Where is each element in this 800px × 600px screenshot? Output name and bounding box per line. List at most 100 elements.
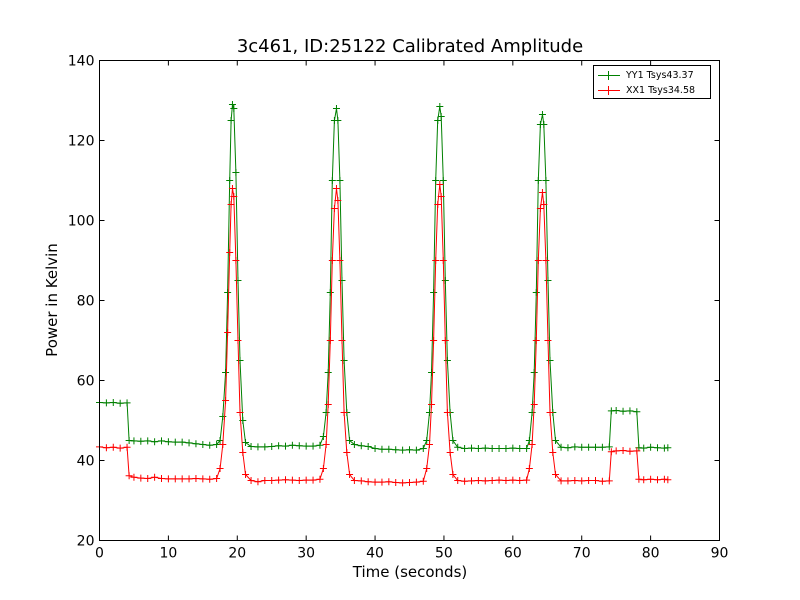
x-tick-label: 90 bbox=[711, 546, 729, 562]
data-point-yy1 bbox=[546, 357, 554, 364]
chart-legend: YY1 Tsys43.37 XX1 Tsys34.58 bbox=[593, 65, 711, 99]
data-point-yy1 bbox=[578, 443, 586, 451]
data-point-xx1 bbox=[552, 471, 560, 478]
data-point-xx1 bbox=[540, 201, 548, 208]
data-point-xx1 bbox=[502, 477, 510, 484]
data-point-xx1 bbox=[441, 337, 449, 344]
data-point-xx1 bbox=[534, 257, 542, 264]
data-point-yy1 bbox=[423, 437, 431, 444]
data-point-yy1 bbox=[633, 408, 641, 416]
data-point-yy1 bbox=[334, 117, 342, 124]
data-point-xx1 bbox=[350, 477, 358, 484]
data-point-xx1 bbox=[288, 476, 296, 484]
data-point-xx1 bbox=[571, 477, 579, 484]
x-tick-label: 40 bbox=[366, 546, 384, 562]
data-point-xx1 bbox=[578, 477, 586, 485]
data-point-yy1 bbox=[192, 440, 200, 448]
data-point-xx1 bbox=[423, 465, 431, 472]
data-point-yy1 bbox=[295, 442, 303, 450]
data-point-xx1 bbox=[612, 447, 620, 455]
data-point-yy1 bbox=[332, 105, 340, 112]
data-point-yy1 bbox=[509, 444, 517, 452]
data-point-xx1 bbox=[151, 473, 159, 481]
data-point-xx1 bbox=[557, 477, 565, 485]
data-point-xx1 bbox=[434, 201, 442, 208]
data-point-yy1 bbox=[216, 437, 224, 444]
data-point-yy1 bbox=[309, 442, 317, 450]
data-point-xx1 bbox=[261, 477, 269, 484]
data-point-xx1 bbox=[605, 477, 613, 485]
data-point-yy1 bbox=[171, 438, 179, 446]
data-point-xx1 bbox=[392, 479, 400, 486]
data-point-xx1 bbox=[332, 185, 340, 192]
chart-title: 3c461, ID:25122 Calibrated Amplitude bbox=[237, 36, 583, 57]
data-point-xx1 bbox=[509, 476, 517, 484]
data-point-yy1 bbox=[454, 443, 462, 451]
data-point-xx1 bbox=[343, 449, 351, 456]
x-tick-label: 10 bbox=[159, 546, 177, 562]
data-point-xx1 bbox=[199, 475, 207, 483]
data-point-xx1 bbox=[336, 257, 344, 264]
data-point-yy1 bbox=[261, 443, 269, 451]
data-point-xx1 bbox=[144, 475, 152, 482]
data-point-xx1 bbox=[319, 465, 327, 472]
data-point-yy1 bbox=[102, 399, 110, 407]
y-tick-label: 20 bbox=[77, 534, 95, 550]
data-point-yy1 bbox=[488, 445, 496, 452]
data-point-xx1 bbox=[242, 471, 250, 478]
data-point-yy1 bbox=[495, 445, 503, 452]
data-point-xx1 bbox=[116, 444, 124, 452]
data-point-xx1 bbox=[364, 478, 372, 486]
x-tick-label: 50 bbox=[435, 546, 453, 562]
data-point-yy1 bbox=[516, 445, 524, 452]
data-point-yy1 bbox=[350, 441, 358, 448]
data-point-yy1 bbox=[619, 407, 627, 415]
legend-label-xx1: XX1 Tsys34.58 bbox=[626, 84, 696, 96]
data-point-xx1 bbox=[178, 475, 186, 483]
data-point-yy1 bbox=[399, 446, 407, 454]
data-point-xx1 bbox=[481, 477, 489, 485]
data-point-yy1 bbox=[213, 441, 221, 448]
data-point-xx1 bbox=[564, 477, 572, 485]
data-point-yy1 bbox=[137, 437, 145, 445]
data-point-yy1 bbox=[525, 437, 533, 444]
data-point-xx1 bbox=[268, 477, 276, 484]
data-point-xx1 bbox=[607, 448, 615, 456]
data-point-xx1 bbox=[461, 477, 469, 485]
data-point-xx1 bbox=[130, 473, 138, 481]
data-point-yy1 bbox=[151, 438, 159, 446]
data-point-yy1 bbox=[234, 277, 242, 284]
data-point-xx1 bbox=[224, 329, 232, 336]
data-point-xx1 bbox=[406, 479, 413, 486]
data-point-yy1 bbox=[439, 177, 447, 184]
series-yy1 bbox=[96, 101, 672, 454]
data-point-yy1 bbox=[441, 277, 449, 284]
data-point-xx1 bbox=[664, 476, 672, 484]
data-point-yy1 bbox=[324, 369, 332, 376]
data-point-yy1 bbox=[542, 177, 550, 184]
data-point-xx1 bbox=[598, 477, 606, 485]
data-point-yy1 bbox=[434, 117, 442, 124]
data-point-xx1 bbox=[523, 476, 531, 484]
data-point-xx1 bbox=[647, 475, 655, 483]
data-point-xx1 bbox=[449, 471, 457, 478]
data-point-yy1 bbox=[357, 442, 365, 450]
data-point-yy1 bbox=[336, 177, 344, 184]
data-point-xx1 bbox=[544, 337, 552, 344]
data-point-xx1 bbox=[192, 475, 200, 482]
data-point-yy1 bbox=[232, 169, 240, 176]
data-point-yy1 bbox=[544, 277, 552, 284]
y-tick-label: 40 bbox=[77, 454, 95, 470]
data-point-yy1 bbox=[199, 441, 207, 448]
data-point-yy1 bbox=[592, 443, 599, 451]
data-point-yy1 bbox=[319, 433, 327, 440]
data-point-yy1 bbox=[436, 103, 444, 110]
data-point-xx1 bbox=[236, 409, 244, 416]
data-point-yy1 bbox=[626, 407, 634, 415]
data-point-yy1 bbox=[228, 101, 236, 108]
data-point-yy1 bbox=[538, 111, 546, 118]
y-tick-label: 100 bbox=[68, 214, 95, 230]
data-point-xx1 bbox=[436, 181, 444, 188]
data-point-yy1 bbox=[640, 444, 648, 452]
